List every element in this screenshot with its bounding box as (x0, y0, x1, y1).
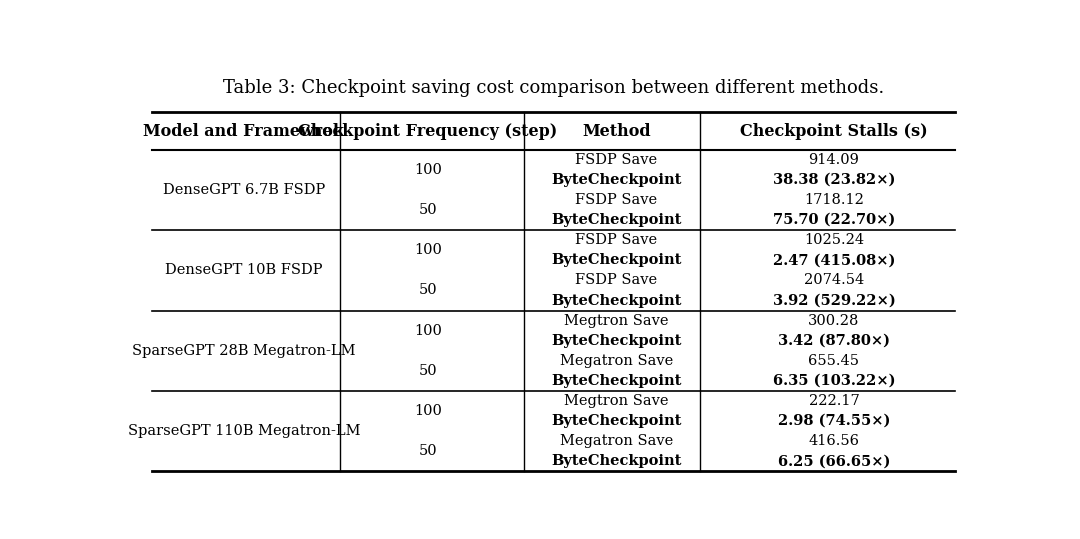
Text: DenseGPT 6.7B FSDP: DenseGPT 6.7B FSDP (163, 183, 325, 197)
Text: ByteCheckpoint: ByteCheckpoint (551, 414, 681, 428)
Text: 222.17: 222.17 (809, 394, 860, 408)
Text: 50: 50 (419, 284, 437, 298)
Text: FSDP Save: FSDP Save (576, 273, 658, 287)
Text: Table 3: Checkpoint saving cost comparison between different methods.: Table 3: Checkpoint saving cost comparis… (222, 79, 885, 97)
Text: FSDP Save: FSDP Save (576, 193, 658, 207)
Text: 1718.12: 1718.12 (804, 193, 864, 207)
Text: FSDP Save: FSDP Save (576, 153, 658, 167)
Text: 50: 50 (419, 444, 437, 458)
Text: 416.56: 416.56 (809, 434, 860, 448)
Text: ByteCheckpoint: ByteCheckpoint (551, 334, 681, 348)
Text: 2.98 (74.55×): 2.98 (74.55×) (778, 414, 890, 428)
Text: Megatron Save: Megatron Save (559, 354, 673, 368)
Text: SparseGPT 28B Megatron-LM: SparseGPT 28B Megatron-LM (132, 344, 355, 358)
Text: 100: 100 (414, 324, 442, 338)
Text: ByteCheckpoint: ByteCheckpoint (551, 374, 681, 388)
Text: DenseGPT 10B FSDP: DenseGPT 10B FSDP (165, 264, 323, 278)
Text: Checkpoint Frequency (step): Checkpoint Frequency (step) (298, 122, 557, 140)
Text: Megtron Save: Megtron Save (564, 394, 669, 408)
Text: 3.42 (87.80×): 3.42 (87.80×) (778, 334, 890, 348)
Text: 914.09: 914.09 (809, 153, 860, 167)
Text: SparseGPT 110B Megatron-LM: SparseGPT 110B Megatron-LM (127, 424, 360, 438)
Text: 100: 100 (414, 163, 442, 177)
Text: Megatron Save: Megatron Save (559, 434, 673, 448)
Text: ByteCheckpoint: ByteCheckpoint (551, 173, 681, 187)
Text: 2.47 (415.08×): 2.47 (415.08×) (772, 253, 895, 267)
Text: 50: 50 (419, 203, 437, 217)
Text: ByteCheckpoint: ByteCheckpoint (551, 294, 681, 308)
Text: 38.38 (23.82×): 38.38 (23.82×) (772, 173, 895, 187)
Text: Model and Framewrok: Model and Framewrok (144, 122, 345, 140)
Text: 1025.24: 1025.24 (804, 233, 864, 247)
Text: 300.28: 300.28 (808, 314, 860, 328)
Text: ByteCheckpoint: ByteCheckpoint (551, 253, 681, 267)
Text: 6.35 (103.22×): 6.35 (103.22×) (772, 374, 895, 388)
Text: Checkpoint Stalls (s): Checkpoint Stalls (s) (740, 122, 928, 140)
Text: 2074.54: 2074.54 (804, 273, 864, 287)
Text: 3.92 (529.22×): 3.92 (529.22×) (772, 294, 895, 308)
Text: 50: 50 (419, 364, 437, 378)
Text: 100: 100 (414, 404, 442, 418)
Text: 100: 100 (414, 243, 442, 257)
Text: 655.45: 655.45 (809, 354, 860, 368)
Text: Megtron Save: Megtron Save (564, 314, 669, 328)
Text: ByteCheckpoint: ByteCheckpoint (551, 454, 681, 468)
Text: 6.25 (66.65×): 6.25 (66.65×) (778, 454, 890, 468)
Text: FSDP Save: FSDP Save (576, 233, 658, 247)
Text: ByteCheckpoint: ByteCheckpoint (551, 213, 681, 227)
Text: Method: Method (582, 122, 650, 140)
Text: 75.70 (22.70×): 75.70 (22.70×) (773, 213, 895, 227)
